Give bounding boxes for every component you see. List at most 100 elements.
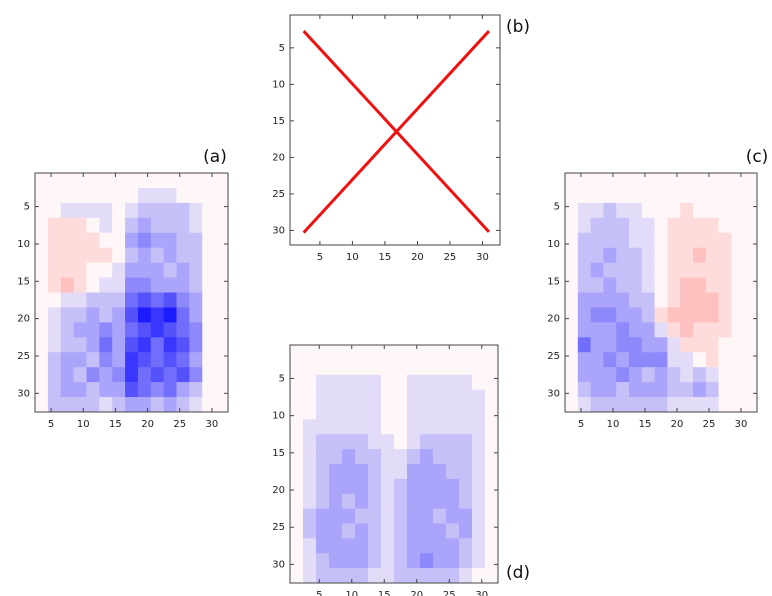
heatmap-cell bbox=[60, 247, 74, 263]
heatmap-cell bbox=[47, 367, 62, 383]
heatmap-cell bbox=[485, 493, 499, 509]
heatmap-cell bbox=[60, 292, 74, 308]
heatmap-cell bbox=[485, 389, 499, 405]
heatmap-cell bbox=[60, 367, 74, 383]
heatmap-cell bbox=[342, 553, 356, 569]
heatmap-cell bbox=[654, 247, 668, 263]
heatmap-cell bbox=[381, 523, 395, 539]
heatmap-cell bbox=[577, 187, 591, 204]
heatmap-cell bbox=[99, 247, 113, 263]
heatmap-cell bbox=[150, 367, 164, 383]
heatmap-cell bbox=[641, 187, 655, 204]
heatmap-cell bbox=[603, 262, 617, 278]
heatmap-cell bbox=[381, 553, 395, 569]
heatmap-cell bbox=[718, 367, 732, 383]
heatmap-cell bbox=[420, 419, 434, 435]
heatmap-cell bbox=[47, 322, 62, 338]
heatmap-cell bbox=[125, 232, 139, 248]
heatmap-cell bbox=[667, 173, 681, 189]
heatmap-cell bbox=[590, 322, 604, 338]
heatmap-cell bbox=[459, 538, 473, 554]
heatmap-cell bbox=[176, 247, 190, 263]
heatmap-cell bbox=[629, 217, 643, 234]
heatmap-cell bbox=[125, 322, 139, 338]
heatmap-cell bbox=[137, 322, 152, 338]
heatmap-cell bbox=[355, 404, 369, 420]
heatmap-cell bbox=[290, 419, 304, 435]
heatmap-cell bbox=[731, 262, 745, 278]
heatmap-cell bbox=[137, 352, 152, 368]
heatmap-cell bbox=[565, 367, 579, 383]
heatmap-cell bbox=[215, 367, 229, 383]
heatmap-cell bbox=[565, 202, 579, 219]
heatmap-cell bbox=[641, 307, 655, 323]
heatmap-cell bbox=[629, 187, 643, 204]
heatmap-cell bbox=[459, 523, 473, 539]
heatmap-cell bbox=[407, 523, 421, 539]
heatmap-cell bbox=[316, 568, 330, 584]
heatmap-cell bbox=[163, 382, 177, 398]
heatmap-cell bbox=[137, 382, 152, 398]
y-tick-label: 15 bbox=[272, 448, 285, 459]
x-tick-label: 10 bbox=[607, 419, 620, 430]
heatmap-cell bbox=[744, 352, 758, 368]
heatmap-cell bbox=[47, 337, 62, 353]
heatmap-cell bbox=[654, 202, 668, 219]
heatmap-cell bbox=[629, 352, 643, 368]
heatmap-cell bbox=[616, 337, 630, 353]
heatmap-cell bbox=[718, 173, 732, 189]
heatmap-cell bbox=[394, 434, 408, 450]
heatmap-cell bbox=[189, 292, 203, 308]
heatmap-cell bbox=[577, 292, 591, 308]
heatmap-cell bbox=[693, 173, 707, 189]
heatmap-cell bbox=[137, 173, 152, 189]
heatmap-cell bbox=[163, 262, 177, 278]
heatmap-cell bbox=[603, 367, 617, 383]
heatmap-cell bbox=[290, 374, 304, 390]
heatmap-cell bbox=[472, 464, 486, 480]
axes-frame bbox=[289, 344, 499, 584]
heatmap-cell bbox=[744, 247, 758, 263]
heatmap-cell bbox=[202, 367, 216, 383]
heatmap-cell bbox=[125, 367, 139, 383]
y-tick-label: 20 bbox=[272, 152, 285, 163]
heatmap-cell bbox=[667, 187, 681, 204]
heatmap-cell bbox=[112, 397, 126, 413]
heatmap-cell bbox=[303, 464, 317, 480]
heatmap-cell bbox=[616, 322, 630, 338]
heatmap-cell bbox=[202, 397, 216, 413]
heatmap-cell bbox=[202, 173, 216, 189]
heatmap-cell bbox=[616, 307, 630, 323]
heatmap-cell bbox=[137, 232, 152, 248]
heatmap-cell bbox=[86, 322, 100, 338]
y-tick-label: 5 bbox=[279, 373, 285, 384]
heatmap-cell bbox=[73, 173, 87, 189]
heatmap-cell bbox=[163, 352, 177, 368]
heatmap-cell bbox=[290, 389, 304, 405]
heatmap-cell bbox=[680, 277, 694, 293]
heatmap-cell bbox=[472, 434, 486, 450]
heatmap-cell bbox=[368, 538, 382, 554]
heatmap-cell bbox=[654, 397, 668, 413]
heatmap-cell bbox=[355, 523, 369, 539]
heatmap-cell bbox=[329, 523, 343, 539]
heatmap-cell bbox=[73, 247, 87, 263]
y-tick-label: 10 bbox=[547, 239, 560, 250]
heatmap-cell bbox=[590, 277, 604, 293]
heatmap-cell bbox=[446, 538, 460, 554]
x-tick-label: 30 bbox=[475, 590, 488, 596]
heatmap-cell bbox=[680, 247, 694, 263]
heatmap-cell bbox=[342, 464, 356, 480]
heatmap-cell bbox=[394, 359, 408, 376]
heatmap-cell bbox=[433, 404, 447, 420]
heatmap-cell bbox=[407, 464, 421, 480]
heatmap-cell bbox=[407, 553, 421, 569]
heatmap-cell bbox=[577, 247, 591, 263]
heatmap-cell bbox=[35, 187, 49, 204]
heatmap-cell bbox=[718, 202, 732, 219]
x-tick-label: 5 bbox=[316, 590, 322, 596]
heatmap-cell bbox=[420, 374, 434, 390]
heatmap-cell bbox=[381, 568, 395, 584]
x-tick-label: 10 bbox=[346, 252, 359, 263]
heatmap-cell bbox=[329, 538, 343, 554]
